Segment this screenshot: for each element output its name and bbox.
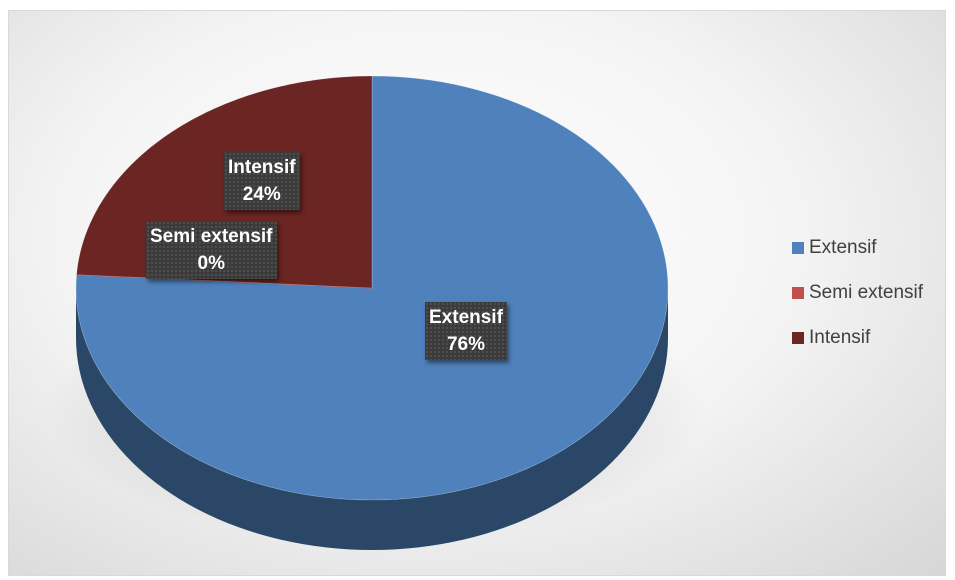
legend-item-semi-extensif: Semi extensif (792, 282, 923, 304)
data-label-intensif-name: Intensif (228, 157, 296, 178)
legend: Extensif Semi extensif Intensif (792, 237, 923, 372)
data-label-semi-extensif-name: Semi extensif (150, 226, 273, 247)
legend-item-extensif: Extensif (792, 237, 923, 259)
data-label-extensif-name: Extensif (429, 307, 503, 328)
data-label-extensif-value: 76% (446, 334, 485, 355)
legend-swatch-extensif (792, 242, 804, 254)
legend-item-intensif: Intensif (792, 327, 923, 349)
data-label-semi-extensif: Semi extensif 0% (146, 221, 277, 279)
pie-chart (45, 75, 705, 550)
legend-swatch-intensif (792, 332, 804, 344)
data-label-intensif-value: 24% (242, 184, 281, 205)
pie-sides (76, 288, 668, 550)
data-label-semi-extensif-value: 0% (197, 253, 225, 274)
legend-label-semi-extensif: Semi extensif (809, 282, 924, 303)
legend-label-intensif: Intensif (809, 327, 871, 348)
legend-swatch-semi-extensif (792, 287, 804, 299)
chart-area: Extensif 76% Semi extensif 0% Intensif 2… (8, 10, 946, 576)
data-label-extensif: Extensif 76% (425, 302, 507, 360)
pie-side-extensif (76, 288, 668, 550)
legend-label-extensif: Extensif (809, 237, 877, 258)
pie-tops (75, 75, 669, 501)
data-label-intensif: Intensif 24% (224, 152, 300, 210)
